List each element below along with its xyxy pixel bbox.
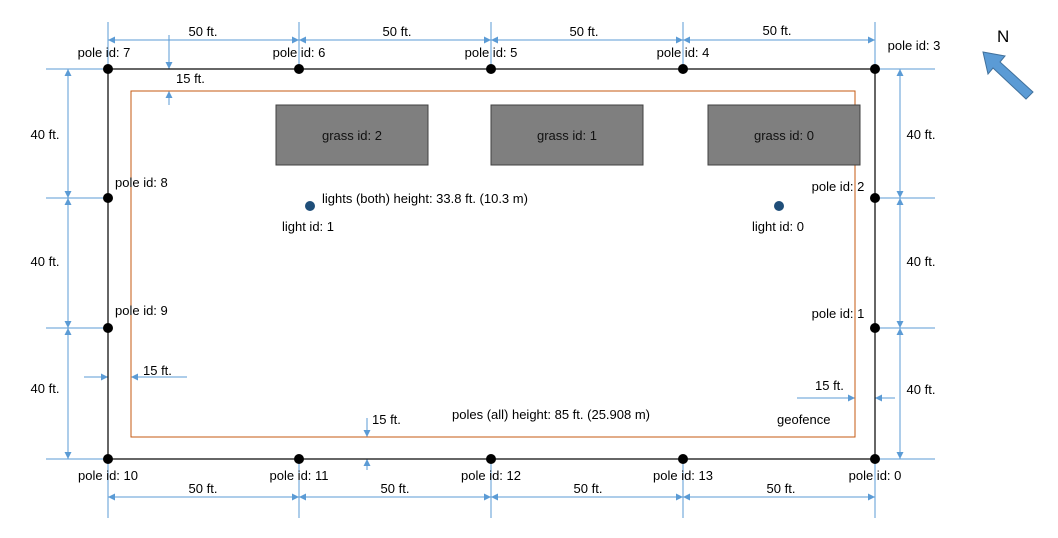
pole-label-12: pole id: 12 xyxy=(461,468,521,483)
pole-label-10: pole id: 10 xyxy=(78,468,138,483)
dim-label-offset-top: 15 ft. xyxy=(176,71,205,86)
pole-11 xyxy=(294,454,304,464)
pole-label-5: pole id: 5 xyxy=(465,45,518,60)
pole-10 xyxy=(103,454,113,464)
dim-label-top-4: 50 ft. xyxy=(763,23,792,38)
pole-3 xyxy=(870,64,880,74)
dim-label-offset-left: 15 ft. xyxy=(143,363,172,378)
grass-label-0: grass id: 0 xyxy=(754,128,814,143)
light-1 xyxy=(305,201,315,211)
pole-label-1: pole id: 1 xyxy=(812,306,865,321)
geofence-label: geofence xyxy=(777,412,831,427)
dim-label-right-3: 40 ft. xyxy=(907,382,936,397)
dim-label-offset-bottom: 15 ft. xyxy=(372,412,401,427)
pole-9 xyxy=(103,323,113,333)
dim-label-left-2: 40 ft. xyxy=(31,254,60,269)
grass-label-1: grass id: 1 xyxy=(537,128,597,143)
dim-label-offset-right: 15 ft. xyxy=(815,378,844,393)
dim-label-top-3: 50 ft. xyxy=(570,24,599,39)
dim-label-top-1: 50 ft. xyxy=(189,24,218,39)
dim-label-left-3: 40 ft. xyxy=(31,381,60,396)
dim-label-bottom-2: 50 ft. xyxy=(381,481,410,496)
dim-label-bottom-3: 50 ft. xyxy=(574,481,603,496)
pole-13 xyxy=(678,454,688,464)
grass-areas: grass id: 2 grass id: 1 grass id: 0 xyxy=(275,104,861,166)
pole-0 xyxy=(870,454,880,464)
pole-7 xyxy=(103,64,113,74)
pole-4 xyxy=(678,64,688,74)
grass-area-2 xyxy=(275,104,429,166)
pole-label-2: pole id: 2 xyxy=(812,179,865,194)
pole-2 xyxy=(870,193,880,203)
north-indicator: N xyxy=(982,27,1034,100)
pole-label-13: pole id: 13 xyxy=(653,468,713,483)
grass-area-0 xyxy=(707,104,861,166)
lights-height-note: lights (both) height: 33.8 ft. (10.3 m) xyxy=(322,191,528,206)
pole-5 xyxy=(486,64,496,74)
light-0 xyxy=(774,201,784,211)
lights: light id: 1 light id: 0 xyxy=(282,201,804,234)
grass-label-2: grass id: 2 xyxy=(322,128,382,143)
dimension-lines xyxy=(64,35,904,501)
pole-label-3: pole id: 3 xyxy=(888,38,941,53)
pole-labels: pole id: 0 pole id: 1 pole id: 2 pole id… xyxy=(78,38,941,483)
dim-label-right-1: 40 ft. xyxy=(907,127,936,142)
pole-label-11: pole id: 11 xyxy=(269,468,328,483)
dim-label-left-1: 40 ft. xyxy=(31,127,60,142)
pole-1 xyxy=(870,323,880,333)
light-label-1: light id: 1 xyxy=(282,219,334,234)
pole-6 xyxy=(294,64,304,74)
light-label-0: light id: 0 xyxy=(752,219,804,234)
pole-12 xyxy=(486,454,496,464)
pole-label-9: pole id: 9 xyxy=(115,303,168,318)
pole-8 xyxy=(103,193,113,203)
poles-height-note: poles (all) height: 85 ft. (25.908 m) xyxy=(452,407,650,422)
north-arrow-icon xyxy=(982,51,1034,100)
dim-label-right-2: 40 ft. xyxy=(907,254,936,269)
dim-label-bottom-1: 50 ft. xyxy=(189,481,218,496)
poles xyxy=(103,64,880,464)
dimension-labels: 50 ft. 50 ft. 50 ft. 50 ft. 50 ft. 50 ft… xyxy=(31,23,936,496)
pole-label-6: pole id: 6 xyxy=(273,45,326,60)
pole-label-8: pole id: 8 xyxy=(115,175,168,190)
dim-label-top-2: 50 ft. xyxy=(383,24,412,39)
geofence-boundary xyxy=(130,90,856,438)
dim-label-bottom-4: 50 ft. xyxy=(767,481,796,496)
pole-label-7: pole id: 7 xyxy=(78,45,131,60)
pole-label-4: pole id: 4 xyxy=(657,45,710,60)
grass-area-1 xyxy=(490,104,644,166)
north-label: N xyxy=(997,27,1009,46)
extension-lines xyxy=(46,22,935,518)
pole-label-0: pole id: 0 xyxy=(849,468,902,483)
